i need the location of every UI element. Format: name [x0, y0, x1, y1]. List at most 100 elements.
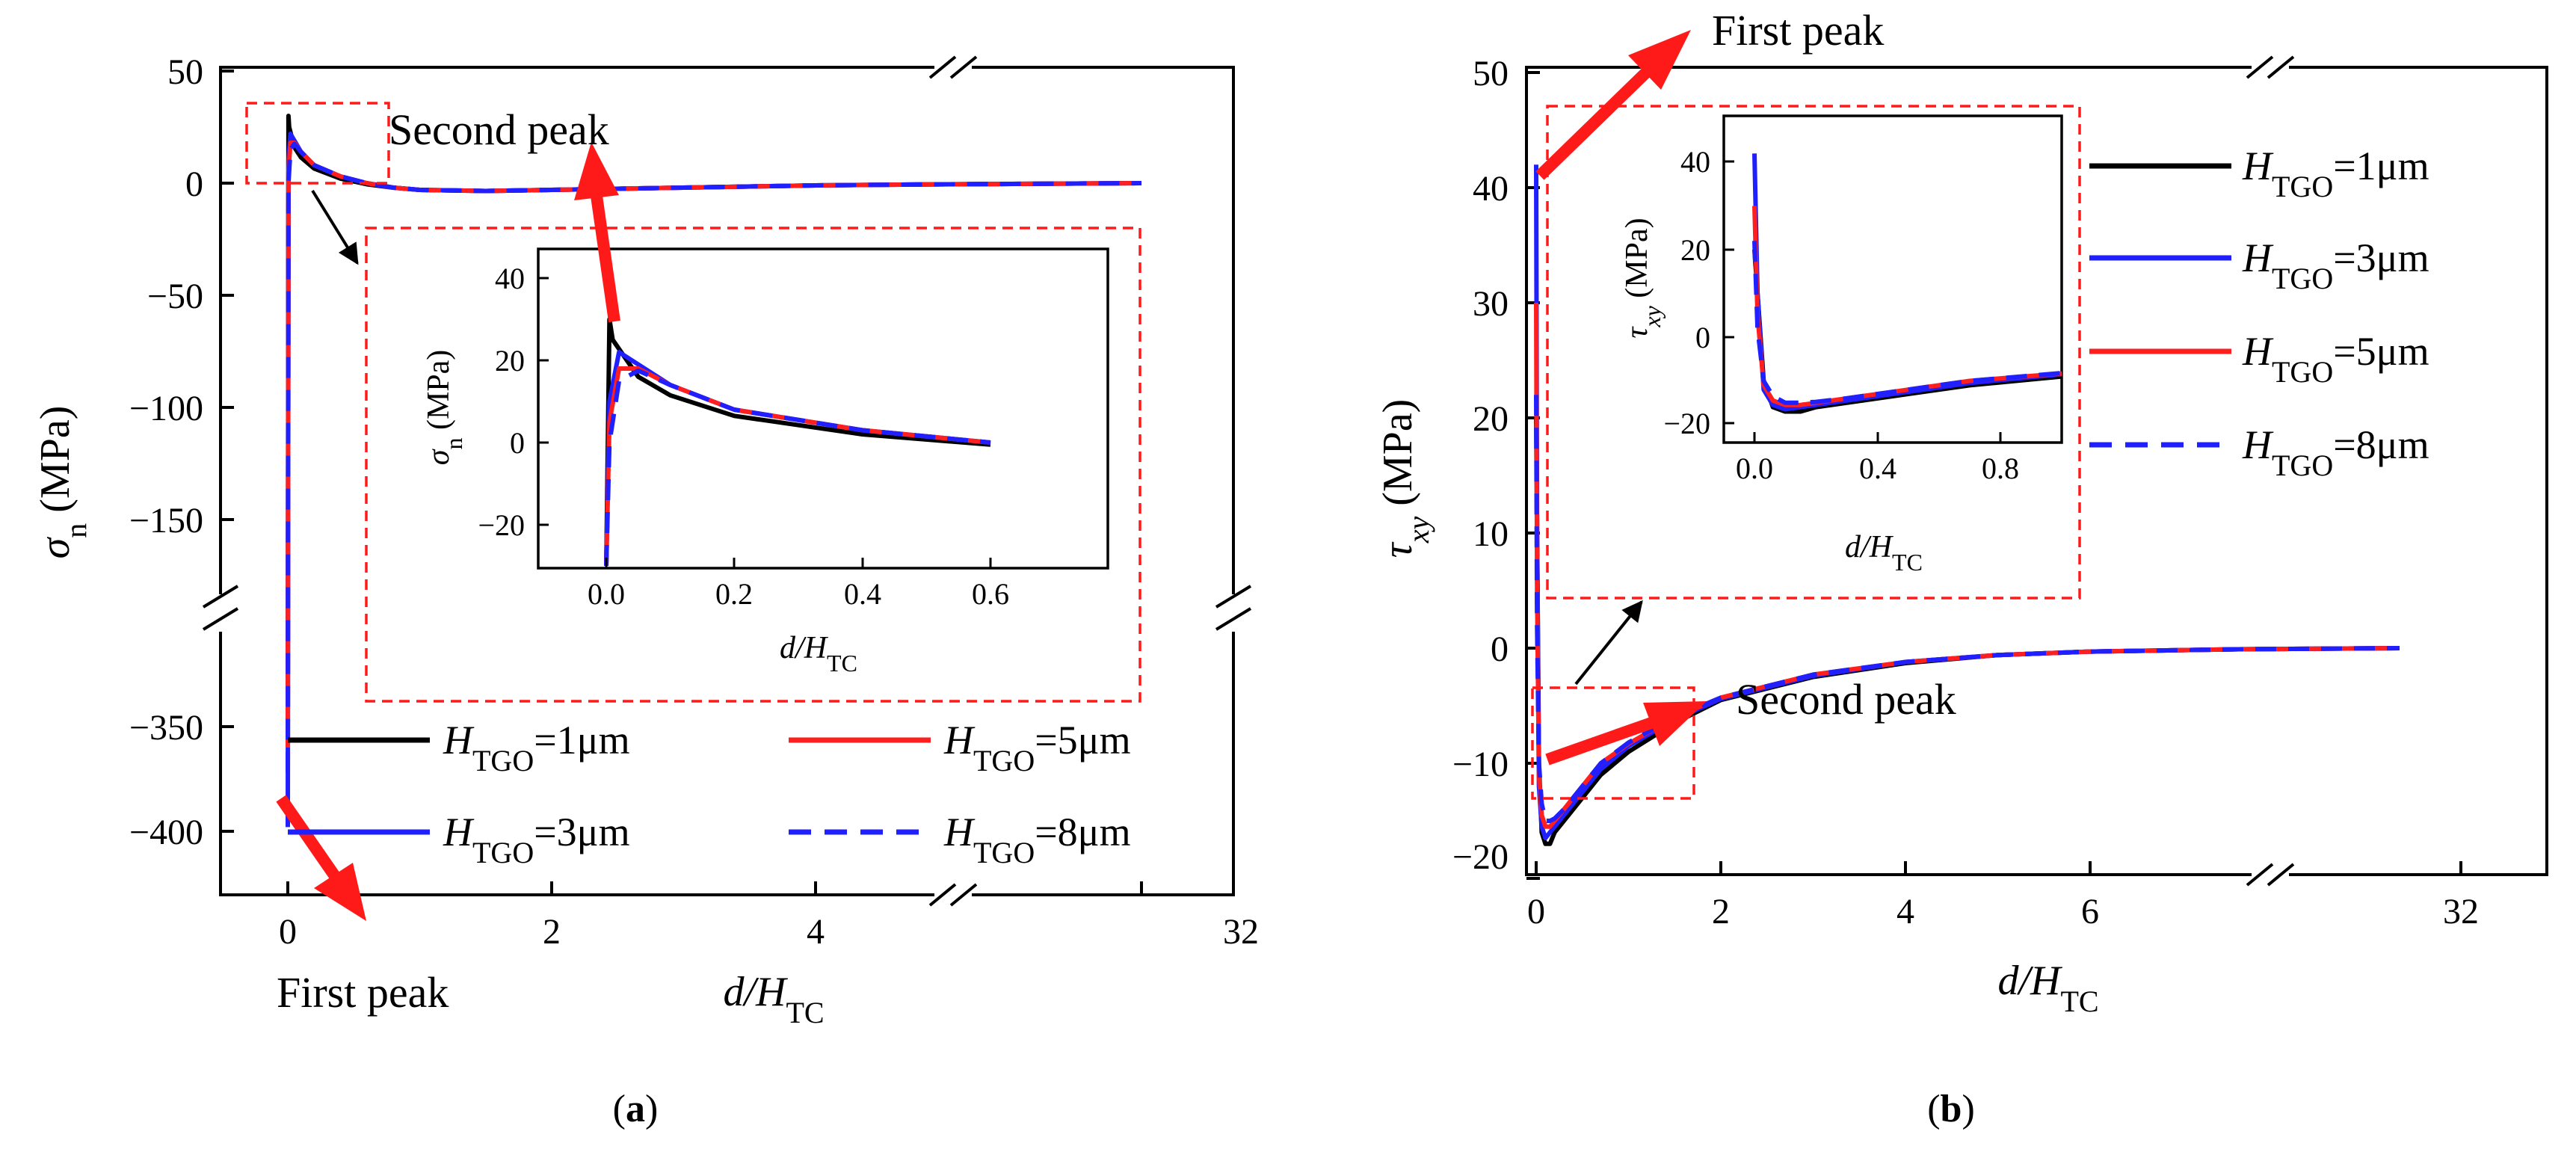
panel-a-xtick: 2 [543, 912, 561, 952]
panel-b-ytick: 40 [1473, 169, 1509, 209]
panel-a-ytick: −350 [129, 708, 203, 748]
panel-a-inset-xlabel: d/HTC [780, 631, 857, 677]
panel-a-inset-ytick: 40 [495, 262, 525, 295]
series-line-h8 [1752, 241, 2062, 405]
panel-b-frame [1525, 66, 2548, 876]
panel-b-inset-series [1752, 153, 2062, 414]
legend-label-h8: HTGO=8μm [2242, 422, 2429, 482]
panel-b-inset-ytick: 40 [1680, 145, 1710, 179]
panel-a-inset: 40 20 0 −20 0.0 0.2 0.4 0.6 σn (MPa) d/H… [422, 247, 1109, 677]
panel-a-ytick: −100 [129, 389, 203, 428]
panel-a-ytick: 50 [167, 52, 203, 92]
panel-b-inset-frame [1722, 114, 2063, 444]
series-line-h3 [286, 132, 1142, 828]
panel-b-ytick: 10 [1473, 514, 1509, 554]
panel-b-ylabel: τxy (MPa) [1375, 399, 1435, 558]
panel-a-ylabel: σn (MPa) [32, 406, 93, 559]
panel-b-first-peak-label: First peak [1712, 6, 1884, 55]
legend-label-h5: HTGO=5μm [2242, 329, 2429, 389]
legend-label-h8: HTGO=8μm [943, 810, 1131, 869]
panel-b-inset-ytick: −20 [1663, 407, 1710, 440]
panel-b-inset-xtick: 0.8 [1982, 452, 2019, 485]
panel-b-xtick: 32 [2443, 892, 2479, 931]
series-line-h3 [1752, 153, 2062, 412]
series-line-h5 [286, 141, 1142, 748]
panel-a-inset-ytick: 0 [510, 426, 525, 460]
panel-a-ytick: 0 [185, 164, 203, 204]
panel-a-inset-box [365, 227, 1141, 703]
panel-b-peak-box [1531, 686, 1695, 800]
panel-b-second-peak-arrow [1545, 701, 1707, 766]
series-line-h1 [604, 317, 991, 567]
panel-a-inset-xtick: 0.6 [972, 577, 1009, 611]
legend-label-h3: HTGO=3μm [443, 810, 630, 869]
series-line-h1 [286, 114, 1142, 738]
panel-a-inset-ylabel: σn (MPa) [422, 350, 467, 466]
panel-a-ytick: −150 [129, 501, 203, 540]
panel-b-caption: (b) [1927, 1088, 1975, 1130]
panel-a-peak-box [245, 102, 390, 185]
panel-a-caption: (a) [613, 1088, 659, 1130]
series-line-h5 [604, 366, 991, 567]
panel-b-x-ticks: 0 2 4 6 32 [1527, 861, 2479, 931]
panel-b-zoom-arrow [1574, 600, 1643, 686]
panel-b-inset-ylabel: τxy (MPa) [1620, 218, 1666, 338]
panel-b-series [1534, 164, 2400, 846]
panel-b: 50 40 30 20 10 0 −10 −20 0 2 4 6 32 τxy … [1375, 6, 2548, 1130]
panel-a-zoom-arrow [311, 189, 359, 265]
panel-a-inset-series [604, 317, 991, 567]
panel-b-first-peak-arrow [1535, 30, 1691, 180]
panel-a-ytick: −50 [147, 277, 203, 316]
panel-a-series [286, 114, 1142, 828]
panel-a-inset-xtick: 0.0 [588, 577, 625, 611]
panel-b-xtick: 4 [1896, 892, 1914, 931]
panel-a-inset-xtick: 0.4 [844, 577, 881, 611]
panel-a-inset-ytick: 20 [495, 344, 525, 378]
panel-b-x-break-top [2246, 55, 2295, 79]
legend-label-h1: HTGO=1μm [2242, 144, 2429, 203]
panel-a-xtick: 32 [1223, 912, 1259, 952]
panel-b-ytick: 0 [1491, 629, 1509, 669]
panel-a-legend: HTGO=1μm HTGO=3μm HTGO=5μm HTGO=8μm [288, 718, 1131, 869]
panel-a-inset-xticks: 0.0 0.2 0.4 0.6 [588, 558, 1009, 611]
panel-b-x-break-bottom [2246, 863, 2295, 887]
panel-b-inset-yticks: 40 20 0 −20 [1663, 145, 1734, 440]
panel-a-inset-yticks: 40 20 0 −20 [478, 262, 549, 542]
panel-a-second-peak-arrow [574, 142, 620, 323]
panel-a-inset-ytick: −20 [478, 508, 525, 542]
panel-a-y-ticks: 50 0 −50 −100 −150 −350 −400 [129, 52, 234, 852]
panel-a-inset-xtick: 0.2 [715, 577, 753, 611]
panel-a-first-peak-arrow [276, 795, 366, 921]
panel-a-second-peak-label: Second peak [389, 105, 609, 154]
panel-a-xtick: 0 [279, 912, 297, 952]
panel-b-y-ticks: 50 40 30 20 10 0 −10 −20 [1452, 54, 1540, 880]
panel-a-xlabel: d/HTC [723, 969, 824, 1029]
panel-a-x-ticks: 0 2 4 32 [279, 881, 1259, 952]
panel-b-inset-ytick: 0 [1695, 321, 1710, 354]
panel-a-first-peak-label: First peak [277, 968, 449, 1017]
panel-b-ytick: −20 [1452, 837, 1509, 877]
series-line-h1 [1534, 417, 2400, 846]
panel-a-x-break-bottom [928, 883, 978, 907]
panel-b-second-peak-label: Second peak [1736, 675, 1956, 724]
panel-b-legend: HTGO=1μm HTGO=3μm HTGO=5μm HTGO=8μm [2089, 144, 2429, 482]
panel-a-x-break-top [928, 55, 978, 79]
legend-label-h1: HTGO=1μm [443, 718, 630, 777]
legend-label-h5: HTGO=5μm [943, 718, 1131, 777]
panel-b-inset-ytick: 20 [1680, 233, 1710, 267]
panel-b-inset: 40 20 0 −20 0.0 0.4 0.8 τxy (MPa) d/HTC [1620, 114, 2063, 576]
panel-b-ytick: 20 [1473, 399, 1509, 439]
series-line-h8 [604, 368, 991, 567]
panel-a-inset-frame [537, 247, 1109, 570]
panel-a: 50 0 −50 −100 −150 −350 −400 0 2 4 32 σn… [32, 52, 1259, 1130]
series-line-h1 [1752, 249, 2062, 414]
panel-b-inset-xticks: 0.0 0.4 0.8 [1736, 432, 2019, 485]
panel-a-xtick: 4 [807, 912, 825, 952]
panel-b-inset-xtick: 0.0 [1736, 452, 1773, 485]
panel-b-xtick: 2 [1712, 892, 1730, 931]
series-line-h8 [1534, 395, 2400, 823]
panel-a-y-break-right [1215, 585, 1252, 632]
panel-a-ytick: −400 [129, 813, 203, 852]
panel-b-xtick: 0 [1527, 892, 1545, 931]
